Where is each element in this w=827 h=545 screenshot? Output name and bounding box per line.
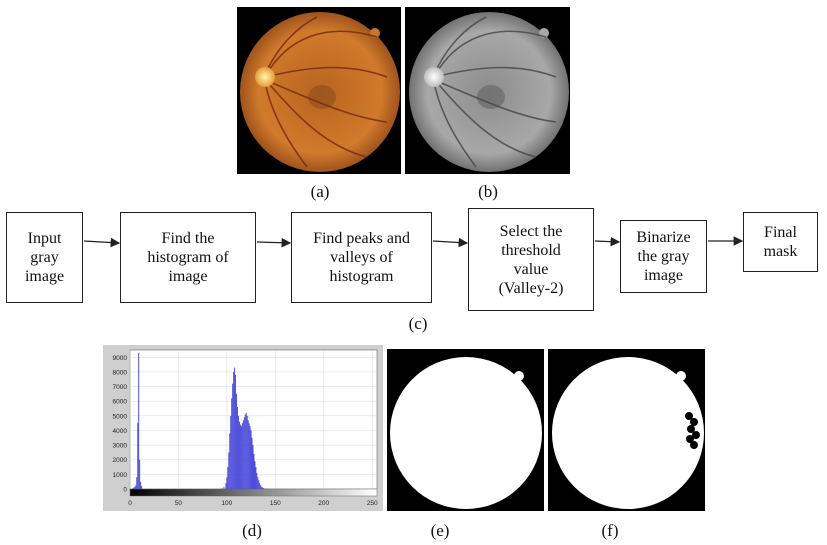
histogram-bar xyxy=(241,423,243,489)
histogram-bar xyxy=(258,480,260,489)
histogram-bar xyxy=(135,485,137,489)
histogram-bar xyxy=(252,445,254,489)
arrow-4 xyxy=(594,236,621,247)
intensity-colorbar xyxy=(129,488,378,497)
histogram-bar xyxy=(262,487,264,489)
y-tick-label: 4000 xyxy=(113,428,128,435)
histogram-bar xyxy=(139,459,141,489)
histogram-bar xyxy=(235,374,237,489)
histogram-bar xyxy=(238,415,239,489)
histogram-bar xyxy=(140,481,142,489)
x-tick-label: 0 xyxy=(128,500,132,507)
histogram-bar xyxy=(257,477,259,489)
x-tick-label: 50 xyxy=(175,500,183,507)
histogram-bar xyxy=(138,352,140,489)
fundus-gray-image xyxy=(405,7,570,174)
caption-d: (d) xyxy=(242,521,262,540)
histogram-bar xyxy=(261,486,263,489)
flow-step-threshold: Select the threshold value (Valley-2) xyxy=(468,208,594,311)
y-tick-label: 5000 xyxy=(113,413,128,420)
histogram-bar xyxy=(232,383,234,489)
caption-e: (e) xyxy=(430,521,450,540)
histogram-bar xyxy=(263,488,265,489)
histogram-bar xyxy=(132,488,134,489)
histogram-bar xyxy=(243,417,245,489)
histogram-bar xyxy=(240,426,242,489)
histogram-bar xyxy=(249,426,251,489)
y-tick-label: 0 xyxy=(123,487,127,494)
histogram-bar xyxy=(223,486,225,489)
histogram-bar xyxy=(136,477,138,489)
mask-image-f xyxy=(548,349,705,511)
histogram-bar xyxy=(230,415,232,489)
histogram-bar xyxy=(227,467,229,489)
histogram-bar xyxy=(246,415,248,489)
y-tick-label: 8000 xyxy=(113,369,128,376)
histogram-bar xyxy=(137,423,139,489)
y-tick-label: 3000 xyxy=(113,443,128,450)
histogram-bars xyxy=(132,352,325,489)
x-tick-label: 150 xyxy=(270,500,281,507)
caption-a: (a) xyxy=(310,182,330,201)
histogram-bar xyxy=(134,486,136,489)
histogram-bar xyxy=(248,423,250,489)
plot-area xyxy=(129,349,378,490)
y-tick-label: 6000 xyxy=(113,399,128,406)
x-tick-labels: 0 50 100 150 200 250 xyxy=(128,500,378,507)
flow-step-input: Input gray image xyxy=(6,212,83,303)
arrow-2 xyxy=(256,237,292,248)
histogram-bar xyxy=(239,421,240,489)
histogram-bar xyxy=(253,453,255,489)
y-tick-label: 2000 xyxy=(113,457,128,464)
histogram-bar xyxy=(254,461,256,489)
y-tick-labels: 0 1000 2000 3000 4000 5000 6000 7000 8000 9000 xyxy=(113,355,128,494)
histogram-bar xyxy=(239,424,241,489)
fundus-color-image xyxy=(237,7,401,174)
histogram-bar xyxy=(225,483,227,489)
x-tick-label: 250 xyxy=(367,500,378,507)
x-tick-label: 200 xyxy=(318,500,329,507)
flow-step-final-mask: Final mask xyxy=(743,212,818,272)
histogram-bar xyxy=(245,412,247,489)
caption-b: (b) xyxy=(478,182,498,201)
histogram-bar xyxy=(251,437,253,489)
flow-step-histogram: Find the histogram of image xyxy=(120,212,256,303)
histogram-bar xyxy=(226,477,228,489)
mask-image-e xyxy=(387,349,544,511)
y-tick-label: 7000 xyxy=(113,384,128,391)
x-tick-label: 100 xyxy=(221,500,232,507)
histogram-bar xyxy=(233,371,235,489)
arrow-3 xyxy=(432,237,469,248)
histogram-bar xyxy=(260,485,262,489)
flow-step-binarize: Binarize the gray image xyxy=(620,220,707,293)
histogram-bar xyxy=(265,488,267,489)
histogram-panel: 0 1000 2000 3000 4000 5000 6000 7000 8000 9000 0 5… xyxy=(103,345,383,511)
histogram-bar xyxy=(247,420,249,489)
flow-step-peaks-valleys: Find peaks and valleys of histogram xyxy=(291,212,432,303)
y-tick-label: 1000 xyxy=(113,472,128,479)
histogram-bar xyxy=(133,487,135,489)
histogram-bar xyxy=(229,433,231,489)
histogram-bar xyxy=(250,430,252,489)
histogram-bar xyxy=(242,420,244,489)
histogram-bar xyxy=(255,467,257,489)
caption-f: (f) xyxy=(601,521,619,540)
histogram-bar xyxy=(259,483,261,489)
histogram-bar xyxy=(256,472,258,489)
histogram-chart: 0 1000 2000 3000 4000 5000 6000 7000 8000 9000 0 5… xyxy=(113,349,378,507)
histogram-bar xyxy=(237,407,238,489)
histogram-bar xyxy=(228,452,230,489)
histogram-bar xyxy=(234,367,236,489)
caption-c: (c) xyxy=(408,314,428,333)
histogram-bar xyxy=(236,393,237,489)
histogram-bar xyxy=(231,398,233,489)
arrow-1 xyxy=(83,237,121,248)
histogram-bar xyxy=(244,414,246,489)
histogram-bar xyxy=(221,488,223,489)
histogram-bar xyxy=(141,486,143,489)
gridlines xyxy=(129,350,377,490)
y-tick-label: 9000 xyxy=(113,355,128,362)
